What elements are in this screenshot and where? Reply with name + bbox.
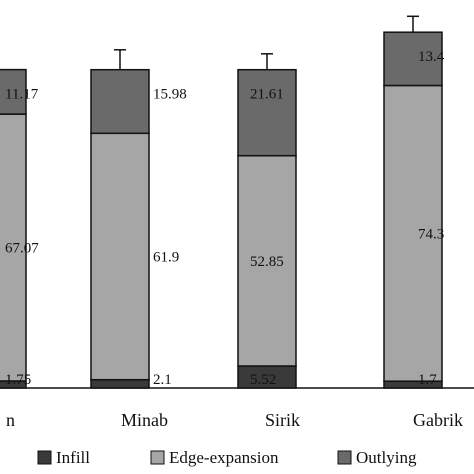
bar-group: [0, 15, 443, 389]
bar-segment-edge-expansion-3: [383, 84, 443, 382]
data-label-infill-2: 5.52: [250, 372, 276, 388]
bar-segment-infill-0: [0, 380, 27, 389]
bar-segment-outlying-3: [383, 31, 443, 87]
bar-segment-edge-expansion-0: [0, 113, 27, 382]
data-label-infill-3: 1.7: [418, 372, 437, 388]
category-label-0: n: [6, 410, 15, 430]
data-label-edge-expansion-1: 61.9: [153, 250, 179, 266]
bar-segment-outlying-2: [237, 68, 297, 157]
category-label-group: n Minab Sirik Gabrik: [6, 410, 463, 430]
legend-label-edge-expansion: Edge-expansion: [169, 448, 279, 467]
legend-label-outlying: Outlying: [356, 448, 417, 467]
data-label-outlying-2: 21.61: [250, 87, 284, 103]
category-label-3: Gabrik: [413, 410, 463, 430]
data-label-outlying-3: 13.4: [418, 49, 445, 65]
bar-segment-outlying-0: [0, 68, 27, 115]
data-label-outlying-1: 15.98: [153, 87, 187, 103]
legend-swatch-edge-expansion: [150, 450, 165, 465]
data-label-infill-1: 2.1: [153, 372, 172, 388]
legend-label-infill: Infill: [56, 448, 90, 467]
legend-swatch-infill: [37, 450, 52, 465]
category-label-2: Sirik: [265, 410, 300, 430]
data-label-outlying-0: 11.17: [5, 87, 39, 103]
data-label-infill-0: 1.75: [5, 372, 31, 388]
bar-segment-outlying-1: [90, 68, 150, 135]
bar-segment-edge-expansion-2: [237, 154, 297, 367]
data-label-edge-expansion-0: 67.07: [5, 241, 39, 257]
data-label-edge-expansion-2: 52.85: [250, 254, 284, 270]
bar-segment-edge-expansion-1: [90, 132, 150, 381]
bar-segment-infill-1: [90, 378, 150, 389]
data-label-edge-expansion-3: 74.3: [418, 226, 444, 242]
category-label-1: Minab: [121, 410, 168, 430]
value-label-group: 1.75 67.07 11.17 2.1 61.9 15.98 5.52 52.85 21.61…: [5, 49, 445, 388]
legend: Infill Edge-expansion Outlying: [37, 448, 417, 467]
legend-swatch-outlying: [337, 450, 352, 465]
